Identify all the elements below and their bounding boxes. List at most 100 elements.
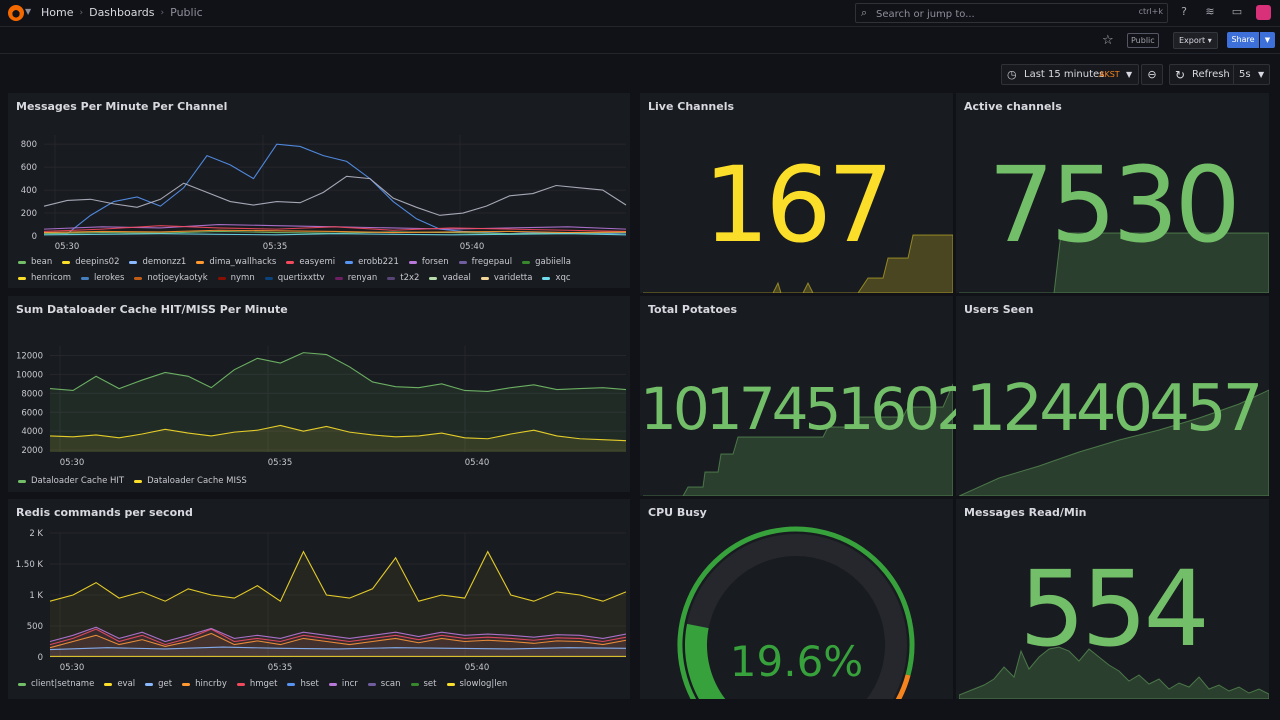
legend-swatch: [286, 260, 295, 264]
time-range-picker[interactable]: ◷ Last 15 minutes AKST ▼: [1001, 64, 1139, 85]
grafana-logo-icon[interactable]: [8, 5, 24, 21]
panel-title[interactable]: Active channels: [964, 100, 1062, 113]
legend-swatch: [217, 276, 226, 280]
legend-item[interactable]: quertixxttv: [264, 273, 325, 283]
y-tick-label: 600: [21, 163, 37, 173]
search-input[interactable]: [874, 5, 1108, 23]
series-line[interactable]: [49, 352, 627, 392]
redis-commands-chart[interactable]: 0 500 1 K 1.50 K 2 K 05:30 05:35 05:40: [8, 527, 630, 675]
legend-item[interactable]: hset: [287, 679, 319, 689]
series-line[interactable]: [43, 225, 627, 232]
series-line[interactable]: [49, 550, 627, 603]
legend-swatch: [129, 260, 138, 264]
legend-item[interactable]: gabiiella: [522, 257, 571, 267]
legend-item[interactable]: deepins02: [62, 257, 119, 267]
chevron-down-icon[interactable]: ▼: [25, 7, 32, 16]
news-feed-icon[interactable]: ≋: [1205, 5, 1215, 18]
series-line[interactable]: [43, 143, 627, 235]
refresh-interval[interactable]: 5s: [1239, 69, 1251, 80]
panel-title[interactable]: Live Channels: [648, 100, 735, 113]
panel-messages-read: Messages Read/Min 554: [956, 499, 1269, 699]
legend-item[interactable]: bean: [18, 257, 52, 267]
chevron-down-icon: ▼: [1258, 70, 1265, 79]
series-area: [50, 551, 626, 657]
live-channels-sparkline: [643, 234, 953, 293]
legend-item[interactable]: Dataloader Cache MISS: [134, 476, 247, 486]
legend-item[interactable]: nymn: [217, 273, 255, 283]
panel-cpu-busy: CPU Busy 19.6%: [640, 499, 953, 699]
y-tick-label: 10000: [16, 370, 43, 380]
chart-legend: Dataloader Cache HIT Dataloader Cache MIS…: [18, 476, 618, 486]
search-box[interactable]: ⌕ ctrl+k: [855, 3, 1168, 23]
legend-swatch: [367, 682, 376, 686]
dataloader-cache-chart[interactable]: 2000 4000 6000 8000 10000 12000 05:30 05:35 05:4…: [8, 334, 630, 472]
legend-item[interactable]: renyan: [334, 273, 377, 283]
legend-item[interactable]: t2x2: [387, 273, 419, 283]
panel-title[interactable]: Messages Per Minute Per Channel: [16, 100, 228, 113]
panel-title[interactable]: Total Potatoes: [648, 303, 738, 316]
legend-item[interactable]: henricom: [18, 273, 71, 283]
series-line[interactable]: [49, 424, 627, 442]
gauge-value-arc: [685, 623, 726, 699]
legend-label: demonzz1: [142, 257, 187, 267]
series-line[interactable]: [43, 233, 627, 236]
breadcrumb-home[interactable]: Home: [41, 6, 74, 19]
legend-item[interactable]: easyemi: [286, 257, 335, 267]
legend-item[interactable]: incr: [328, 679, 358, 689]
messages-read-sparkline: [959, 646, 1269, 699]
refresh-picker[interactable]: ↻ Refresh 5s ▼: [1169, 64, 1270, 85]
legend-item[interactable]: xqc: [542, 273, 571, 283]
legend-item[interactable]: slowlog|len: [446, 679, 507, 689]
series-line[interactable]: [49, 626, 627, 643]
legend-item[interactable]: client|setname: [18, 679, 94, 689]
messages-per-minute-chart[interactable]: 0 200 400 600 800 05:30 05:35 05:40: [8, 123, 630, 251]
y-tick-label: 1.50 K: [16, 560, 44, 570]
legend-item[interactable]: varidetta: [480, 273, 533, 283]
legend-item[interactable]: dima_wallhacks: [196, 257, 276, 267]
y-tick-label: 4000: [21, 427, 43, 437]
legend-item[interactable]: set: [410, 679, 437, 689]
legend-label: bean: [31, 257, 53, 267]
panel-total-potatoes: Total Potatoes 1017451602: [640, 296, 973, 496]
series-line[interactable]: [49, 646, 627, 651]
zoom-out-button[interactable]: ⊖: [1141, 64, 1163, 85]
panel-title[interactable]: CPU Busy: [648, 506, 707, 519]
panel-title[interactable]: Users Seen: [964, 303, 1034, 316]
share-menu-chevron-icon[interactable]: ▼: [1260, 32, 1275, 48]
legend-item[interactable]: lerokes: [81, 273, 124, 283]
legend-item[interactable]: demonzz1: [129, 257, 186, 267]
legend-item[interactable]: erobb221: [345, 257, 399, 267]
legend-swatch: [18, 479, 26, 483]
legend-label: incr: [341, 679, 358, 689]
help-icon[interactable]: ?: [1181, 5, 1187, 18]
breadcrumb-dashboards[interactable]: Dashboards: [89, 6, 155, 19]
panel-title[interactable]: Redis commands per second: [16, 506, 193, 519]
legend-label: hincrby: [195, 679, 227, 689]
star-favorite-icon[interactable]: ☆: [1102, 33, 1114, 48]
legend-item[interactable]: Dataloader Cache HIT: [18, 476, 124, 486]
legend-label: varidetta: [493, 273, 533, 283]
legend-item[interactable]: vadeal: [429, 273, 471, 283]
series-line[interactable]: [49, 628, 627, 646]
kiosk-monitor-icon[interactable]: ▭: [1231, 5, 1243, 18]
export-button[interactable]: Export ▾: [1173, 32, 1218, 49]
avatar[interactable]: [1256, 5, 1271, 20]
refresh-button-label[interactable]: Refresh: [1192, 69, 1230, 80]
y-tick-label: 2 K: [29, 529, 43, 539]
legend-item[interactable]: get: [145, 679, 172, 689]
series-line[interactable]: [43, 175, 627, 216]
series-line[interactable]: [43, 230, 627, 235]
legend-item[interactable]: eval: [104, 679, 135, 689]
panel-title[interactable]: Messages Read/Min: [964, 506, 1087, 519]
panel-title[interactable]: Sum Dataloader Cache HIT/MISS Per Minute: [16, 303, 288, 316]
share-button[interactable]: Share: [1227, 32, 1259, 48]
legend-item[interactable]: hincrby: [182, 679, 227, 689]
series-line[interactable]: [49, 632, 627, 649]
legend-item[interactable]: hmget: [236, 679, 277, 689]
y-tick-label: 12000: [16, 351, 43, 361]
legend-item[interactable]: scan: [367, 679, 401, 689]
series-line[interactable]: [43, 229, 627, 234]
legend-item[interactable]: forsen: [408, 257, 449, 267]
legend-item[interactable]: fregepaul: [458, 257, 512, 267]
legend-item[interactable]: notjoeykaotyk: [134, 273, 208, 283]
